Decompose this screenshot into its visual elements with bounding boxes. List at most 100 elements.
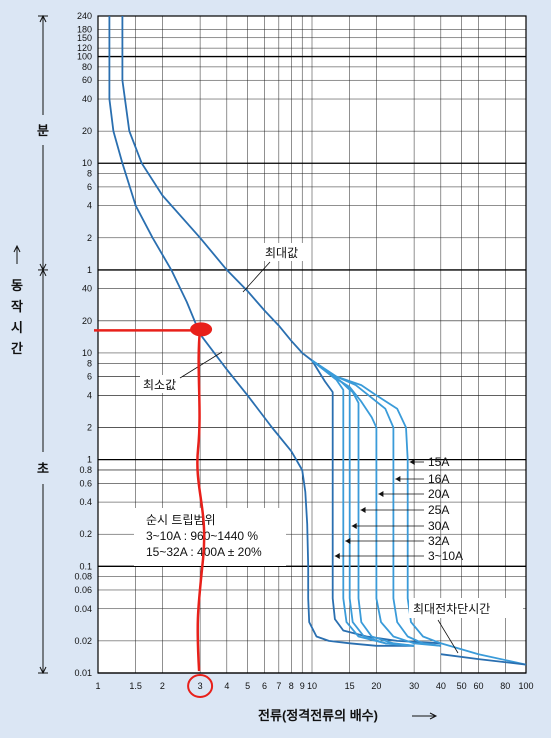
ylabel-char: 작: [11, 299, 23, 314]
ylabel-char: 동: [11, 278, 23, 293]
y-tick-label-seconds: 1: [87, 455, 92, 465]
x-tick-label: 7: [276, 681, 281, 691]
marker-dot: [190, 322, 213, 337]
curve-최대전차단시간: [440, 653, 527, 666]
marker-v-line: [196, 328, 206, 672]
y-tick-label-minutes: 20: [82, 126, 92, 136]
arrow-up-icon: [13, 244, 21, 253]
x-tick-label: 4: [224, 681, 229, 691]
y-tick-label-seconds: 40: [82, 284, 92, 294]
grid: [97, 15, 527, 674]
arrow-head-icon: [334, 553, 340, 559]
x-axis-label: 전류(정격전류의 배수): [258, 708, 378, 723]
y-tick-label-seconds: 0.08: [74, 572, 92, 582]
arrow-head-icon: [360, 507, 366, 513]
y-tick-label-seconds: 2: [87, 423, 92, 433]
curve-최대값: [121, 16, 313, 362]
y-tick-label-minutes: 100: [77, 52, 92, 62]
x-tick-label: 6: [262, 681, 267, 691]
min-label-box: [140, 375, 182, 393]
curve-3~10A: [311, 360, 441, 645]
y-tick-label-minutes: 80: [82, 62, 92, 72]
y-tick-label-seconds: 0.04: [74, 604, 92, 614]
min-label: 최소값: [143, 378, 176, 392]
breaking-time-label: 최대전차단시간: [413, 602, 490, 616]
x-tick-label: 3: [198, 681, 203, 691]
x-tick-label: 5: [245, 681, 250, 691]
x-tick-label: 30: [409, 681, 419, 691]
trip-range-box: [134, 508, 286, 566]
y-tick-label-minutes: 8: [87, 169, 92, 179]
x-tick-label: 50: [457, 681, 467, 691]
tick-labels: 1 1.5 2 3 4 5 6 7 8 9 10 15 20 30 40 50 60 80 100240180150…: [74, 11, 533, 691]
arrow-head-icon: [345, 538, 351, 544]
curve-15A: [311, 359, 527, 666]
ylabel-char: 시: [11, 320, 23, 335]
x-tick-label: 1: [95, 681, 100, 691]
y-tick-label-seconds: 0.4: [79, 497, 92, 507]
y-tick-label-seconds: 0.2: [79, 529, 92, 539]
y-tick-label-seconds: 0.01: [74, 668, 92, 678]
y-tick-label-seconds: 0.06: [74, 585, 92, 595]
max-leader: [242, 261, 271, 293]
breaking-leader: [437, 619, 459, 654]
y-tick-label-minutes: 60: [82, 75, 92, 85]
x-tick-label: 60: [474, 681, 484, 691]
x-tick-label: 10: [307, 681, 317, 691]
plot-frame: [97, 15, 527, 674]
x-tick-label: 20: [371, 681, 381, 691]
y-tick-label-minutes: 1: [87, 265, 92, 275]
y-tick-label-seconds: 10: [82, 348, 92, 358]
curve-label: 3~10A: [428, 549, 463, 563]
curve-label: 16A: [428, 472, 449, 486]
y-tick-label-minutes: 120: [77, 43, 92, 53]
arrow-head-icon: [378, 491, 384, 497]
y-tick-label-minutes: 240: [77, 11, 92, 21]
y-tick-label-minutes: 150: [77, 33, 92, 43]
y-tick-label-minutes: 2: [87, 233, 92, 243]
unit-label-minutes: 분: [37, 123, 49, 138]
y-tick-label-minutes: 10: [82, 158, 92, 168]
curve-최소값: [108, 16, 415, 647]
x-tick-label: 2: [160, 681, 165, 691]
y-tick-label-seconds: 0.8: [79, 465, 92, 475]
marker: [94, 322, 214, 698]
curve-label: 15A: [428, 455, 449, 469]
max-label: 최대값: [265, 246, 298, 260]
curve-label: 20A: [428, 487, 449, 501]
x-tick-label: 80: [500, 681, 510, 691]
y-tick-label-minutes: 6: [87, 182, 92, 192]
unit-label-seconds: 초: [37, 461, 49, 476]
y-tick-label-seconds: 20: [82, 316, 92, 326]
y-tick-label-seconds: 0.1: [79, 561, 92, 571]
curves: [108, 16, 527, 666]
curve-32A: [311, 359, 415, 647]
x-tick-label: 100: [518, 681, 533, 691]
x-tick-label: 15: [345, 681, 355, 691]
x-tick-label: 40: [436, 681, 446, 691]
y-tick-label-seconds: 0.6: [79, 478, 92, 488]
y-tick-label-minutes: 40: [82, 94, 92, 104]
curve-label: 25A: [428, 503, 449, 517]
arrow-head-icon: [409, 459, 415, 465]
x-tick-label: 8: [289, 681, 294, 691]
y-tick-label-seconds: 8: [87, 358, 92, 368]
y-tick-label-seconds: 6: [87, 372, 92, 382]
ylabel-char: 간: [11, 341, 23, 356]
plot-border: [97, 15, 527, 674]
x-tick-label: 9: [300, 681, 305, 691]
min-leader: [179, 351, 223, 379]
curve-label: 30A: [428, 519, 449, 533]
max-label-box: [262, 243, 304, 261]
arrow-head-icon: [351, 523, 357, 529]
breaking-label-box: [409, 598, 523, 618]
arrow-head-icon: [395, 476, 401, 482]
marker-circle: [187, 674, 214, 698]
curve-16A: [311, 359, 441, 647]
y-tick-label-minutes: 4: [87, 201, 92, 211]
arrow-right-icon: [429, 712, 438, 720]
curve-label: 32A: [428, 534, 449, 548]
x-tick-label: 1.5: [129, 681, 142, 691]
